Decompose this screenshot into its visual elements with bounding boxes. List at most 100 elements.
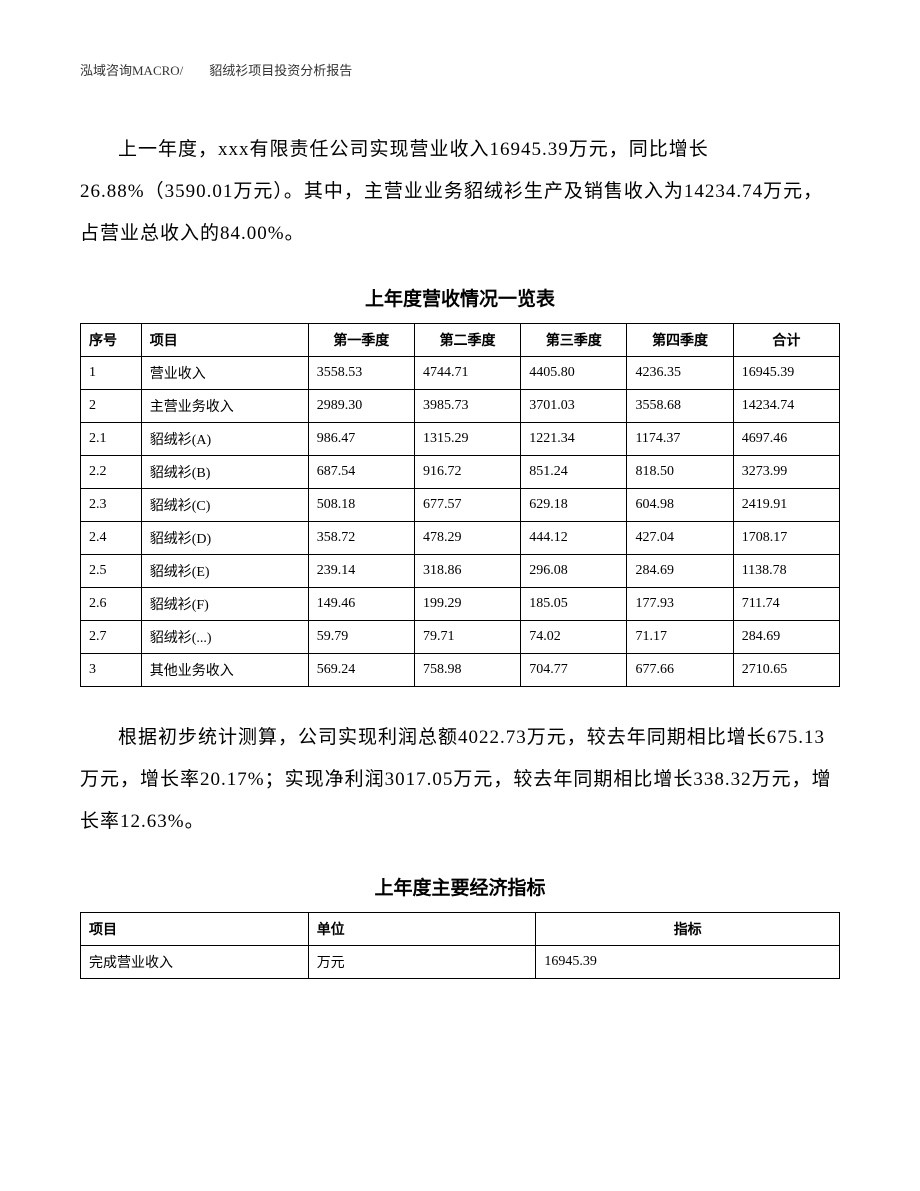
table-cell: 629.18 xyxy=(521,489,627,522)
table-cell: 239.14 xyxy=(308,555,414,588)
table-cell: 3273.99 xyxy=(733,456,839,489)
table-row: 2.5貂绒衫(E)239.14318.86296.08284.691138.78 xyxy=(81,555,840,588)
table-cell: 604.98 xyxy=(627,489,733,522)
table-row: 2.1貂绒衫(A)986.471315.291221.341174.374697… xyxy=(81,423,840,456)
table-cell: 59.79 xyxy=(308,621,414,654)
table-cell: 358.72 xyxy=(308,522,414,555)
col-header: 第三季度 xyxy=(521,324,627,357)
col-header: 项目 xyxy=(141,324,308,357)
table-cell: 1138.78 xyxy=(733,555,839,588)
col-header: 序号 xyxy=(81,324,142,357)
table-cell: 2419.91 xyxy=(733,489,839,522)
table-cell: 427.04 xyxy=(627,522,733,555)
table-cell: 貂绒衫(C) xyxy=(141,489,308,522)
table-cell: 14234.74 xyxy=(733,390,839,423)
table-cell: 818.50 xyxy=(627,456,733,489)
table-row: 2.2貂绒衫(B)687.54916.72851.24818.503273.99 xyxy=(81,456,840,489)
table-cell: 74.02 xyxy=(521,621,627,654)
table-cell: 貂绒衫(A) xyxy=(141,423,308,456)
table-row: 2.4貂绒衫(D)358.72478.29444.12427.041708.17 xyxy=(81,522,840,555)
table-row: 完成营业收入万元16945.39 xyxy=(81,945,840,978)
table-cell: 986.47 xyxy=(308,423,414,456)
table-cell: 916.72 xyxy=(414,456,520,489)
col-header: 第二季度 xyxy=(414,324,520,357)
table-cell: 185.05 xyxy=(521,588,627,621)
table-cell: 3558.68 xyxy=(627,390,733,423)
table-cell: 444.12 xyxy=(521,522,627,555)
paragraph-1: 上一年度，xxx有限责任公司实现营业收入16945.39万元，同比增长26.88… xyxy=(80,129,840,254)
table-cell: 完成营业收入 xyxy=(81,945,309,978)
table-cell: 1221.34 xyxy=(521,423,627,456)
table-cell: 284.69 xyxy=(733,621,839,654)
table-cell: 677.57 xyxy=(414,489,520,522)
table-cell: 貂绒衫(B) xyxy=(141,456,308,489)
table-cell: 1708.17 xyxy=(733,522,839,555)
table-cell: 貂绒衫(E) xyxy=(141,555,308,588)
table2-title: 上年度主要经济指标 xyxy=(80,873,840,900)
table-cell: 677.66 xyxy=(627,654,733,687)
table-cell: 貂绒衫(...) xyxy=(141,621,308,654)
col-header: 指标 xyxy=(536,912,840,945)
table2-body: 完成营业收入万元16945.39 xyxy=(81,945,840,978)
table-cell: 1 xyxy=(81,357,142,390)
table-cell: 569.24 xyxy=(308,654,414,687)
table-cell: 2.5 xyxy=(81,555,142,588)
table-cell: 199.29 xyxy=(414,588,520,621)
table-cell: 2 xyxy=(81,390,142,423)
table-cell: 3985.73 xyxy=(414,390,520,423)
table-cell: 其他业务收入 xyxy=(141,654,308,687)
table-cell: 2.4 xyxy=(81,522,142,555)
table-row: 2主营业务收入2989.303985.733701.033558.6814234… xyxy=(81,390,840,423)
table-cell: 3701.03 xyxy=(521,390,627,423)
table-cell: 704.77 xyxy=(521,654,627,687)
table-cell: 758.98 xyxy=(414,654,520,687)
table-cell: 177.93 xyxy=(627,588,733,621)
table-cell: 687.54 xyxy=(308,456,414,489)
page-header: 泓域咨询MACRO/ 貂绒衫项目投资分析报告 xyxy=(80,60,840,79)
revenue-table: 序号 项目 第一季度 第二季度 第三季度 第四季度 合计 1营业收入3558.5… xyxy=(80,323,840,687)
col-header: 第一季度 xyxy=(308,324,414,357)
table-header-row: 序号 项目 第一季度 第二季度 第三季度 第四季度 合计 xyxy=(81,324,840,357)
paragraph-2: 根据初步统计测算，公司实现利润总额4022.73万元，较去年同期相比增长675.… xyxy=(80,717,840,842)
table-cell: 2710.65 xyxy=(733,654,839,687)
table-cell: 3 xyxy=(81,654,142,687)
table-cell: 1174.37 xyxy=(627,423,733,456)
col-header: 单位 xyxy=(308,912,536,945)
table-cell: 2.1 xyxy=(81,423,142,456)
table-cell: 16945.39 xyxy=(733,357,839,390)
table-cell: 2.2 xyxy=(81,456,142,489)
table-cell: 主营业务收入 xyxy=(141,390,308,423)
indicator-table: 项目 单位 指标 完成营业收入万元16945.39 xyxy=(80,912,840,979)
table-cell: 1315.29 xyxy=(414,423,520,456)
table-cell: 2.3 xyxy=(81,489,142,522)
table1-title: 上年度营收情况一览表 xyxy=(80,284,840,311)
table-cell: 2989.30 xyxy=(308,390,414,423)
table-cell: 71.17 xyxy=(627,621,733,654)
table-cell: 149.46 xyxy=(308,588,414,621)
table-cell: 16945.39 xyxy=(536,945,840,978)
table-cell: 4405.80 xyxy=(521,357,627,390)
table-header-row: 项目 单位 指标 xyxy=(81,912,840,945)
col-header: 项目 xyxy=(81,912,309,945)
table-row: 2.7貂绒衫(...)59.7979.7174.0271.17284.69 xyxy=(81,621,840,654)
table-cell: 4236.35 xyxy=(627,357,733,390)
table-cell: 79.71 xyxy=(414,621,520,654)
table-cell: 851.24 xyxy=(521,456,627,489)
table1-body: 1营业收入3558.534744.714405.804236.3516945.3… xyxy=(81,357,840,687)
table-row: 2.3貂绒衫(C)508.18677.57629.18604.982419.91 xyxy=(81,489,840,522)
table-cell: 318.86 xyxy=(414,555,520,588)
table-cell: 296.08 xyxy=(521,555,627,588)
table-cell: 貂绒衫(D) xyxy=(141,522,308,555)
table-cell: 711.74 xyxy=(733,588,839,621)
table-cell: 2.6 xyxy=(81,588,142,621)
table-row: 1营业收入3558.534744.714405.804236.3516945.3… xyxy=(81,357,840,390)
table-cell: 4697.46 xyxy=(733,423,839,456)
table-cell: 3558.53 xyxy=(308,357,414,390)
table-cell: 貂绒衫(F) xyxy=(141,588,308,621)
table-cell: 2.7 xyxy=(81,621,142,654)
table-cell: 478.29 xyxy=(414,522,520,555)
col-header: 第四季度 xyxy=(627,324,733,357)
table-cell: 508.18 xyxy=(308,489,414,522)
table-cell: 营业收入 xyxy=(141,357,308,390)
table-cell: 4744.71 xyxy=(414,357,520,390)
